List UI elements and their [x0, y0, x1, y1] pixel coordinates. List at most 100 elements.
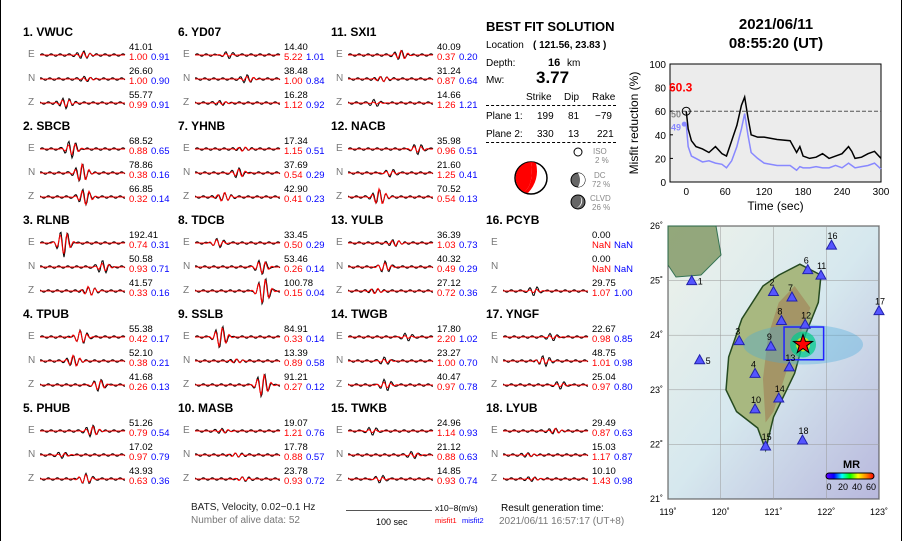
station-number: 13: [785, 353, 795, 363]
misfit1-value: 0.89: [284, 358, 303, 369]
misfit1-value: 0.26: [284, 264, 303, 275]
peak-amplitude: 23.27: [437, 348, 461, 359]
component-label: N: [28, 167, 36, 178]
waveform-trace: [40, 472, 126, 485]
misfit2-value: 0.51: [459, 146, 478, 157]
misfit1-value: 0.88: [284, 452, 303, 463]
dc-label: DC: [594, 171, 606, 180]
misfit1-value: 0.38: [129, 358, 148, 369]
waveform-trace: [348, 287, 434, 295]
waveform-trace: [195, 74, 281, 84]
misfit2-legend: misfit2: [462, 516, 484, 525]
station-number: 2: [770, 278, 775, 288]
synthetic-waveform: [40, 354, 125, 367]
peak-amplitude: 78.86: [129, 160, 153, 171]
component-label: N: [183, 449, 191, 460]
colorbar: [825, 472, 875, 480]
observed-waveform: [195, 146, 281, 152]
component-label: E: [28, 143, 35, 154]
peak-amplitude: 41.57: [129, 278, 153, 289]
misfit1-value: 1.07: [592, 288, 611, 299]
misfit1-value: NaN: [592, 264, 612, 275]
station-triangle-icon: [765, 340, 777, 351]
misfit1-value: 0.87: [592, 428, 611, 439]
synthetic-waveform: [40, 285, 125, 296]
colorbar-tick-label: 20: [838, 482, 848, 492]
waveform-trace: [40, 260, 126, 274]
plane1-rake: −79: [595, 111, 612, 122]
misfit1-value: 1.43: [592, 476, 611, 487]
lon-tick-label: 122˚: [817, 507, 835, 517]
synthetic-waveform: [195, 358, 280, 364]
component-label: Z: [491, 473, 498, 484]
synthetic-waveform: [195, 476, 280, 482]
station-triangle-icon: [775, 314, 788, 325]
blue-start-label: 49: [671, 123, 681, 133]
peak-amplitude: 55.77: [129, 90, 153, 101]
colorbar-title: MR: [843, 459, 860, 471]
misfit2-value: 0.79: [151, 452, 170, 463]
observed-waveform: [503, 332, 589, 342]
misfit1-value: 0.49: [437, 264, 456, 275]
generation-time: 2021/06/11 16:57:17 (UT+8): [499, 516, 625, 527]
component-label: E: [183, 49, 190, 60]
misfit2-value: NaN: [614, 240, 634, 251]
peak-amplitude: 40.32: [437, 254, 461, 265]
x-tick-label: 180: [795, 187, 812, 198]
synthetic-waveform: [348, 335, 433, 339]
waveform-trace: [503, 427, 589, 435]
station-number: 7: [788, 283, 793, 293]
misfit1-value: 0.54: [437, 194, 456, 205]
peak-amplitude: 31.24: [437, 66, 461, 77]
component-label: Z: [28, 379, 35, 390]
station-title: 13. YULB: [331, 213, 384, 227]
synthetic-waveform: [348, 49, 433, 60]
observed-waveform: [40, 188, 126, 207]
peak-amplitude: 41.68: [129, 372, 153, 383]
plane2-rake: 221: [597, 129, 614, 140]
blue-point-marker: [681, 121, 687, 127]
depth-label: Depth:: [486, 58, 516, 69]
synthetic-waveform: [348, 170, 433, 176]
peak-amplitude: 14.66: [437, 90, 461, 101]
peak-amplitude: 21.12: [437, 442, 461, 453]
station-triangle-icon: [772, 391, 785, 403]
synthetic-waveform: [40, 232, 125, 255]
peak-amplitude: 0.00: [592, 230, 611, 241]
misfit1-value: 0.98: [592, 334, 611, 345]
waveform-trace: [40, 424, 126, 438]
beachball-icon: [514, 161, 548, 195]
station-triangle-icon: [749, 402, 761, 414]
observed-waveform: [40, 424, 126, 438]
misfit2-value: 0.85: [614, 334, 633, 345]
waveform-trace: [195, 373, 281, 399]
peak-amplitude: 50.58: [129, 254, 153, 265]
misfit1-value: 1.00: [437, 358, 456, 369]
waveform-trace: [348, 168, 434, 178]
component-label: Z: [336, 285, 343, 296]
waveform-trace: [195, 146, 281, 152]
amplitude-units: x10−8(m/s): [435, 503, 478, 513]
clvd-icon: [570, 194, 586, 210]
x-tick-label: 120: [756, 187, 773, 198]
component-label: Z: [28, 191, 35, 202]
y-tick-label: 0: [660, 178, 666, 189]
misfit2-value: 1.02: [459, 334, 478, 345]
header-rake: Rake: [592, 92, 616, 103]
station-triangle-icon: [733, 334, 746, 346]
misfit1-value: 0.32: [129, 194, 148, 205]
misfit2-value: 0.70: [459, 358, 478, 369]
component-label: N: [183, 73, 191, 84]
station-number: 15: [762, 432, 772, 442]
station-title: 16. PCYB: [486, 213, 540, 227]
synthetic-waveform: [195, 239, 280, 247]
peak-amplitude: 17.02: [129, 442, 153, 453]
waveform-trace: [348, 356, 434, 366]
station-triangle-icon: [749, 367, 761, 378]
station-title: 11. SXI1: [331, 25, 377, 39]
event-date: 2021/06/11: [738, 16, 814, 33]
waveform-trace: [348, 259, 434, 273]
component-label: E: [28, 425, 35, 436]
misfit2-value: 0.72: [306, 476, 325, 487]
